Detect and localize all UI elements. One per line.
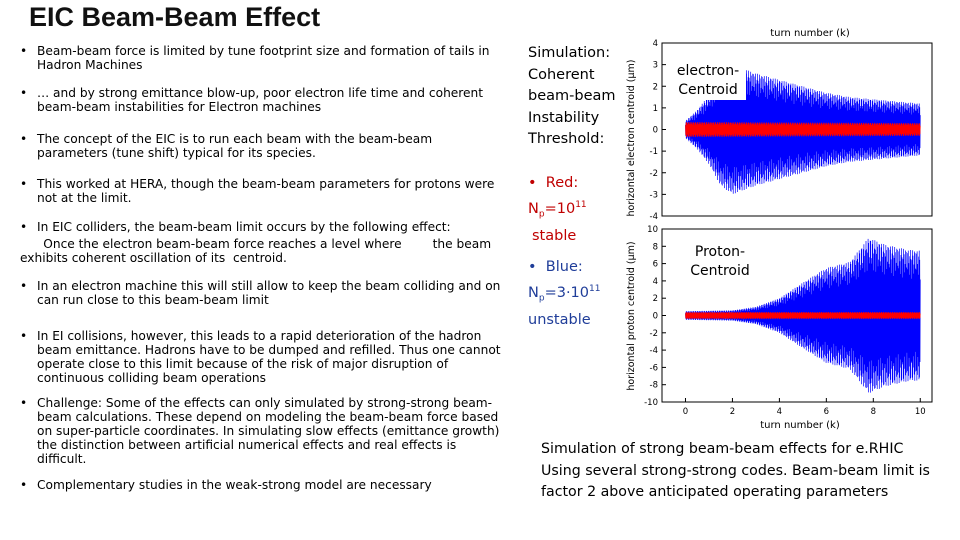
y-tick-label: 10 (647, 225, 658, 235)
bottom-ylabel: horizontal proton centroid (μm) (626, 241, 637, 390)
heading-line: Simulation: (528, 45, 611, 61)
series-line (685, 312, 921, 319)
y-tick-label: -2 (650, 169, 658, 179)
heading-line: Threshold: (528, 131, 605, 147)
bullet-marker: • (20, 220, 28, 234)
bullet-item: • … and by strong emittance blow-up, poo… (20, 86, 502, 114)
bullet-marker: • (20, 279, 28, 293)
y-tick-label: 3 (653, 61, 658, 71)
caption-line: factor 2 above anticipated operating par… (541, 484, 889, 500)
bullet-marker: • (20, 44, 28, 58)
x-tick-label: 8 (871, 407, 876, 417)
bullet-text: Challenge: Some of the effects can only … (37, 396, 500, 466)
bottom-xlabel: turn number (k) (760, 420, 840, 431)
bullet-item: • In EIC colliders, the beam-beam limit … (20, 220, 502, 234)
proton-centroid-plot: horizontal proton centroid (μm) turn num… (626, 225, 933, 431)
bullet-marker: • (20, 478, 28, 492)
red-np: Np=1011 (528, 199, 587, 220)
y-tick-label: -3 (650, 190, 658, 200)
y-tick-label: 1 (653, 104, 658, 114)
bullet-text: In EI collisions, however, this leads to… (37, 329, 501, 385)
y-tick-label: -1 (650, 147, 658, 157)
y-tick-label: 4 (653, 277, 658, 287)
y-tick-label: -4 (650, 212, 658, 222)
bottom-plot-frame (661, 228, 933, 403)
y-tick-label: -6 (650, 363, 658, 373)
red-series-note: • Red: Np=1011 stable (528, 173, 587, 247)
y-tick-label: 2 (653, 294, 658, 304)
top-ylabel: horizontal electron centroid (μm) (626, 60, 637, 217)
bullet-marker: • (20, 132, 28, 146)
bullet-text: In EIC colliders, the beam-beam limit oc… (37, 220, 451, 234)
red-label: Red: (545, 175, 579, 191)
bullet-item: • This worked at HERA, though the beam-b… (20, 177, 502, 205)
simulation-heading: Simulation: Coherent beam-beam Instabili… (528, 43, 616, 151)
x-tick-label: 2 (730, 407, 735, 417)
y-tick-label: 0 (653, 126, 658, 136)
blue-state: unstable (528, 311, 591, 328)
y-tick-label: -4 (650, 346, 658, 356)
bullet-text: In an electron machine this will still a… (37, 279, 501, 307)
heading-line: Instability (528, 109, 600, 126)
blue-series-note: • Blue: Np=3·1011 unstable (528, 257, 600, 331)
blue-np: Np=3·1011 (528, 283, 601, 304)
caption-line: Using several strong-strong codes. Beam-… (541, 462, 930, 479)
y-tick-label: 8 (653, 242, 658, 252)
bullet-text: Once the electron beam-beam force reache… (20, 237, 495, 265)
electron-centroid-label: electron-Centroid (670, 62, 746, 100)
bullet-item: • The concept of the EIC is to run each … (20, 132, 502, 160)
y-tick-label: 2 (653, 82, 658, 92)
bullet-text: Complementary studies in the weak-strong… (37, 478, 432, 492)
bullet-text: The concept of the EIC is to run each be… (37, 132, 433, 160)
x-tick-label: 10 (915, 407, 926, 417)
bottom-ticks: -10 -8 -6 -4 -2 0 2 4 6 8 10 0 2 4 6 8 10 (644, 225, 926, 417)
bullet-marker: • (20, 86, 28, 100)
heading-line: beam-beam (528, 88, 616, 104)
electron-centroid-plot: turn number (k) horizontal electron cent… (626, 28, 933, 222)
bullet-marker: • (20, 177, 28, 191)
x-tick-label: 0 (683, 407, 688, 417)
blue-bullet: • (528, 259, 537, 275)
bullet-marker: • (20, 329, 28, 343)
x-tick-label: 6 (824, 407, 829, 417)
bottom-series (685, 238, 921, 393)
bullet-item: • Beam-beam force is limited by tune foo… (20, 44, 502, 72)
y-tick-label: 6 (653, 260, 658, 270)
top-plot-frame (661, 42, 933, 217)
red-bullet: • (528, 175, 537, 191)
red-state: stable (532, 227, 577, 244)
bullet-continuation: Once the electron beam-beam force reache… (20, 237, 502, 265)
bullet-item: • Complementary studies in the weak-stro… (20, 478, 502, 492)
blue-label: Blue: (545, 259, 583, 275)
bullet-item: • Challenge: Some of the effects can onl… (20, 396, 502, 466)
bullet-item: • In EI collisions, however, this leads … (20, 329, 502, 385)
top-xlabel: turn number (k) (770, 28, 850, 39)
proton-centroid-label: Proton-Centroid (682, 243, 758, 281)
bullet-text: … and by strong emittance blow-up, poor … (37, 86, 484, 114)
centroid-plots: turn number (k) horizontal electron cent… (626, 28, 933, 431)
y-tick-label: 4 (653, 39, 658, 49)
slide-title: EIC Beam-Beam Effect (29, 2, 321, 32)
series-line (685, 121, 921, 138)
series-line (685, 238, 921, 393)
x-tick-label: 4 (777, 407, 782, 417)
bullet-item: • In an electron machine this will still… (20, 279, 502, 307)
bullet-marker: • (20, 396, 28, 410)
y-tick-label: -10 (644, 398, 658, 408)
caption-line: Simulation of strong beam-beam effects f… (541, 441, 904, 457)
figure-caption: Simulation of strong beam-beam effects f… (541, 439, 951, 504)
bullet-text: This worked at HERA, though the beam-bea… (37, 177, 495, 205)
y-tick-label: -2 (650, 329, 658, 339)
heading-line: Coherent (528, 66, 595, 83)
y-tick-label: -8 (650, 381, 658, 391)
top-y-ticks: -4 -3 -2 -1 0 1 2 3 4 (650, 39, 666, 222)
bullet-text: Beam-beam force is limited by tune footp… (37, 44, 490, 72)
y-tick-label: 0 (653, 312, 658, 322)
